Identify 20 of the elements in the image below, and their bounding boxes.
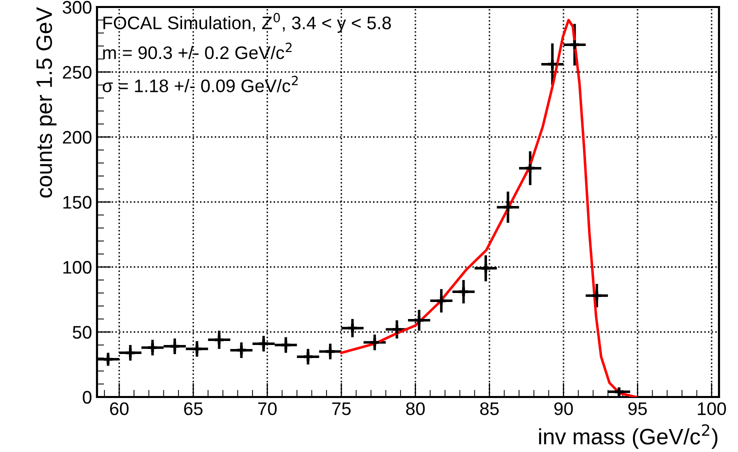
y-axis-title: counts per 1.5 GeV [36,7,56,198]
y-tick-label: 250 [62,66,92,79]
y-tick-label: 300 [62,0,92,14]
x-tick-label: 70 [258,402,277,416]
annotation: σ = 1.18 +/- 0.09 GeV/c$^{2}$ [102,76,298,92]
y-tick-label: 0 [82,390,92,404]
x-tick-label: 80 [406,402,425,416]
y-tick-label: 100 [63,260,92,274]
x-tick-label: 90 [554,402,573,416]
x-tick-label: 75 [332,402,351,416]
x-tick-label: 85 [480,402,499,416]
x-tick-label: 100 [698,402,726,416]
x-tick-label: 60 [110,402,129,416]
y-tick-label: 150 [63,196,92,209]
x-axis-title: inv mass (GeV/c$^{2}$) [539,424,718,449]
x-tick-label: 95 [628,402,647,416]
y-tick-label: 200 [62,130,92,144]
x-tick-label: 65 [184,402,203,416]
y-tick-label: 50 [72,326,92,339]
annotation: m = 90.3 +/- 0.2 GeV/c$^{2}$ [103,42,292,60]
